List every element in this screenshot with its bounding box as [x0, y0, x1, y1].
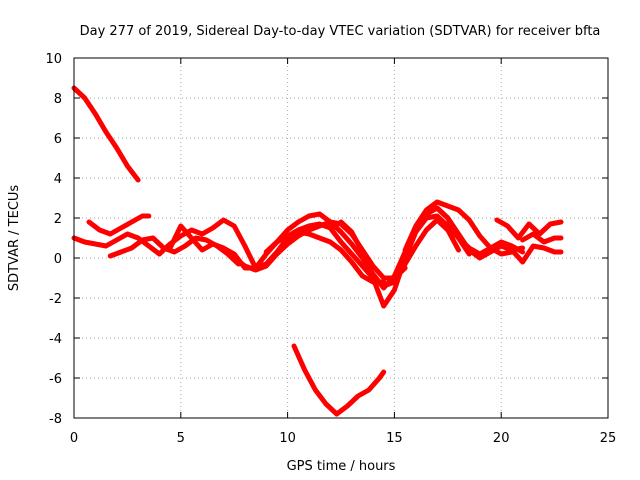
- series-arc-p: [520, 231, 564, 245]
- x-tick-label: 0: [70, 431, 78, 446]
- x-axis-ticks: 0 5 10 15 20 25: [70, 58, 616, 446]
- x-tick-label: 15: [386, 431, 403, 446]
- series-arc-n: [494, 217, 564, 241]
- y-tick-label: 10: [45, 52, 62, 67]
- y-tick-label: -2: [49, 292, 62, 307]
- y-tick-label: 2: [54, 212, 62, 227]
- x-axis-label: GPS time / hours: [287, 459, 396, 474]
- x-tick-label: 20: [493, 431, 510, 446]
- chart-title: Day 277 of 2019, Sidereal Day-to-day VTE…: [80, 24, 601, 39]
- data-series: [71, 85, 564, 417]
- x-tick-label: 25: [600, 431, 617, 446]
- series-arc-m: [423, 205, 526, 261]
- y-tick-label: -4: [49, 332, 62, 347]
- y-tick-label: -6: [49, 372, 62, 387]
- series-arc-i: [253, 217, 461, 289]
- y-tick-label: 0: [54, 252, 62, 267]
- series-arc-h: [231, 219, 408, 281]
- y-tick-label: 8: [54, 92, 62, 107]
- series-arc-a: [71, 85, 141, 183]
- series-arc-c: [71, 231, 162, 257]
- y-tick-label: 4: [54, 172, 62, 187]
- y-axis-ticks: -8 -6 -4 -2 0 2 4 6 8 10: [45, 52, 608, 427]
- series-arc-d: [86, 213, 152, 237]
- y-tick-label: -8: [49, 412, 62, 427]
- x-tick-label: 5: [177, 431, 185, 446]
- series-arc-k: [338, 213, 526, 309]
- x-tick-label: 10: [279, 431, 296, 446]
- y-axis-label: SDTVAR / TECUs: [7, 185, 22, 292]
- plot-frame: [73, 57, 609, 419]
- series-arc-b: [291, 343, 387, 417]
- series-arc-o: [509, 243, 564, 265]
- y-tick-label: 6: [54, 132, 62, 147]
